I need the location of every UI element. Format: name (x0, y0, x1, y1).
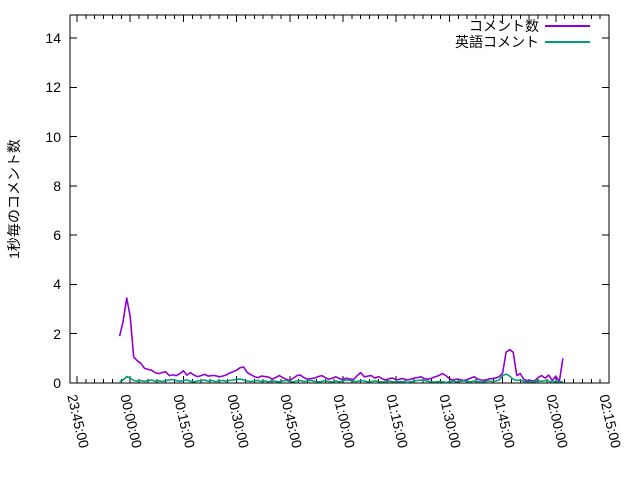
y-tick-label: 8 (53, 177, 61, 194)
y-tick-label: 2 (53, 325, 61, 342)
y-tick-label: 12 (45, 79, 61, 96)
y-tick-label: 0 (53, 375, 61, 391)
legend-line-sample-comments (545, 25, 590, 27)
y-tick-label: 10 (45, 128, 61, 145)
legend-item: コメント数 (455, 18, 590, 34)
y-tick-label: 6 (53, 227, 61, 244)
legend-label-english-comments: 英語コメント (455, 34, 539, 50)
legend-item: 英語コメント (455, 34, 590, 50)
y-axis-title: 1秒毎のコメント数 (6, 139, 22, 259)
legend-line-sample-english-comments (545, 41, 590, 43)
series-line-1 (119, 373, 564, 384)
series-line-0 (118, 297, 564, 383)
plot-frame (69, 14, 610, 384)
y-tick-label: 14 (45, 30, 61, 46)
y-tick-label: 4 (53, 276, 61, 293)
legend-label-comments: コメント数 (469, 18, 539, 34)
legend: コメント数 英語コメント (455, 18, 590, 50)
